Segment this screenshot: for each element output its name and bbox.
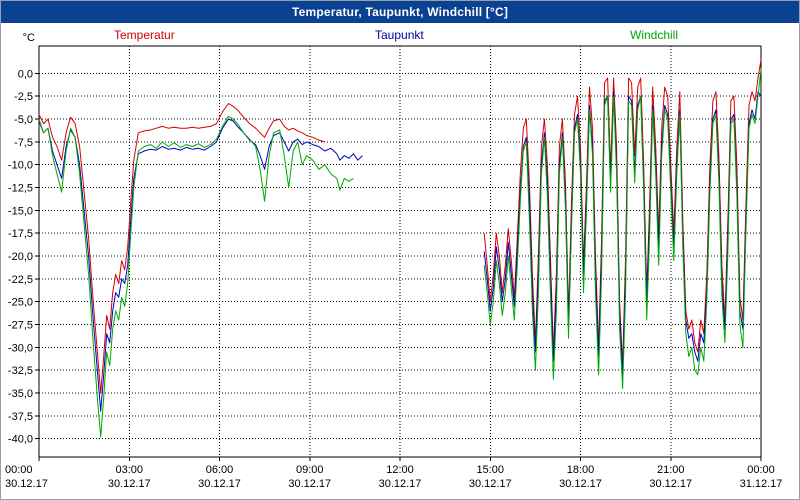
x-tick-time: 15:00 <box>476 464 504 476</box>
window-title: Temperatur, Taupunkt, Windchill [°C] <box>291 5 509 19</box>
y-tick-label: -35,0 <box>8 388 33 400</box>
series-line-windchill <box>38 68 762 438</box>
y-tick-label: -2,5 <box>14 91 33 103</box>
y-tick-label: -25,0 <box>8 297 33 309</box>
x-tick-time: 03:00 <box>115 464 143 476</box>
y-tick-label: -17,5 <box>8 228 33 240</box>
x-tick-time: 21:00 <box>657 464 685 476</box>
y-tick-label: -15,0 <box>8 205 33 217</box>
x-tick-time: 06:00 <box>206 464 234 476</box>
y-tick-label: -5,0 <box>14 114 33 126</box>
y-tick-label: -27,5 <box>8 320 33 332</box>
legend-label-taupunkt: Taupunkt <box>375 28 424 42</box>
x-tick-date: 30.12.17 <box>288 478 331 490</box>
y-tick-label: -22,5 <box>8 274 33 286</box>
x-tick-time: 12:00 <box>386 464 414 476</box>
x-tick-time: 18:00 <box>567 464 595 476</box>
y-tick-label: -37,5 <box>8 411 33 423</box>
chart-canvas: 0,0 -2,5 -5,0 -7,5 -10,0 -12,5 -15,0 -17,5 -20,0… <box>5 32 783 490</box>
plot-border <box>38 45 762 458</box>
y-tick-label: -10,0 <box>8 160 33 172</box>
x-tick-date: 30.12.17 <box>198 478 241 490</box>
x-tick-date: 30.12.17 <box>108 478 151 490</box>
y-tick-label: 0,0 <box>18 68 33 80</box>
y-axis-unit: °C <box>23 32 35 44</box>
y-tick-label: -12,5 <box>8 183 33 195</box>
y-tick-label: -7,5 <box>14 137 33 149</box>
x-tick-date: 31.12.17 <box>740 478 783 490</box>
y-tick-label: -32,5 <box>8 365 33 377</box>
x-tick-date: 30.12.17 <box>5 478 48 490</box>
x-tick-time: 00:00 <box>5 464 33 476</box>
legend-label-windchill: Windchill <box>630 28 679 42</box>
x-tick-time: 00:00 <box>747 464 775 476</box>
y-tick-label: -40,0 <box>8 434 33 446</box>
window-title-bar: Temperatur, Taupunkt, Windchill [°C] <box>1 1 799 23</box>
y-tick-label: -30,0 <box>8 342 33 354</box>
x-tick-time: 09:00 <box>296 464 324 476</box>
x-tick-date: 30.12.17 <box>649 478 692 490</box>
x-tick-date: 30.12.17 <box>379 478 422 490</box>
x-tick-date: 30.12.17 <box>469 478 512 490</box>
x-tick-date: 30.12.17 <box>559 478 602 490</box>
legend-label-temperatur: Temperatur <box>114 28 175 42</box>
chart-area: Temperatur Taupunkt Windchill 0,0 -2,5 -5,… <box>1 23 799 499</box>
y-tick-label: -20,0 <box>8 251 33 263</box>
